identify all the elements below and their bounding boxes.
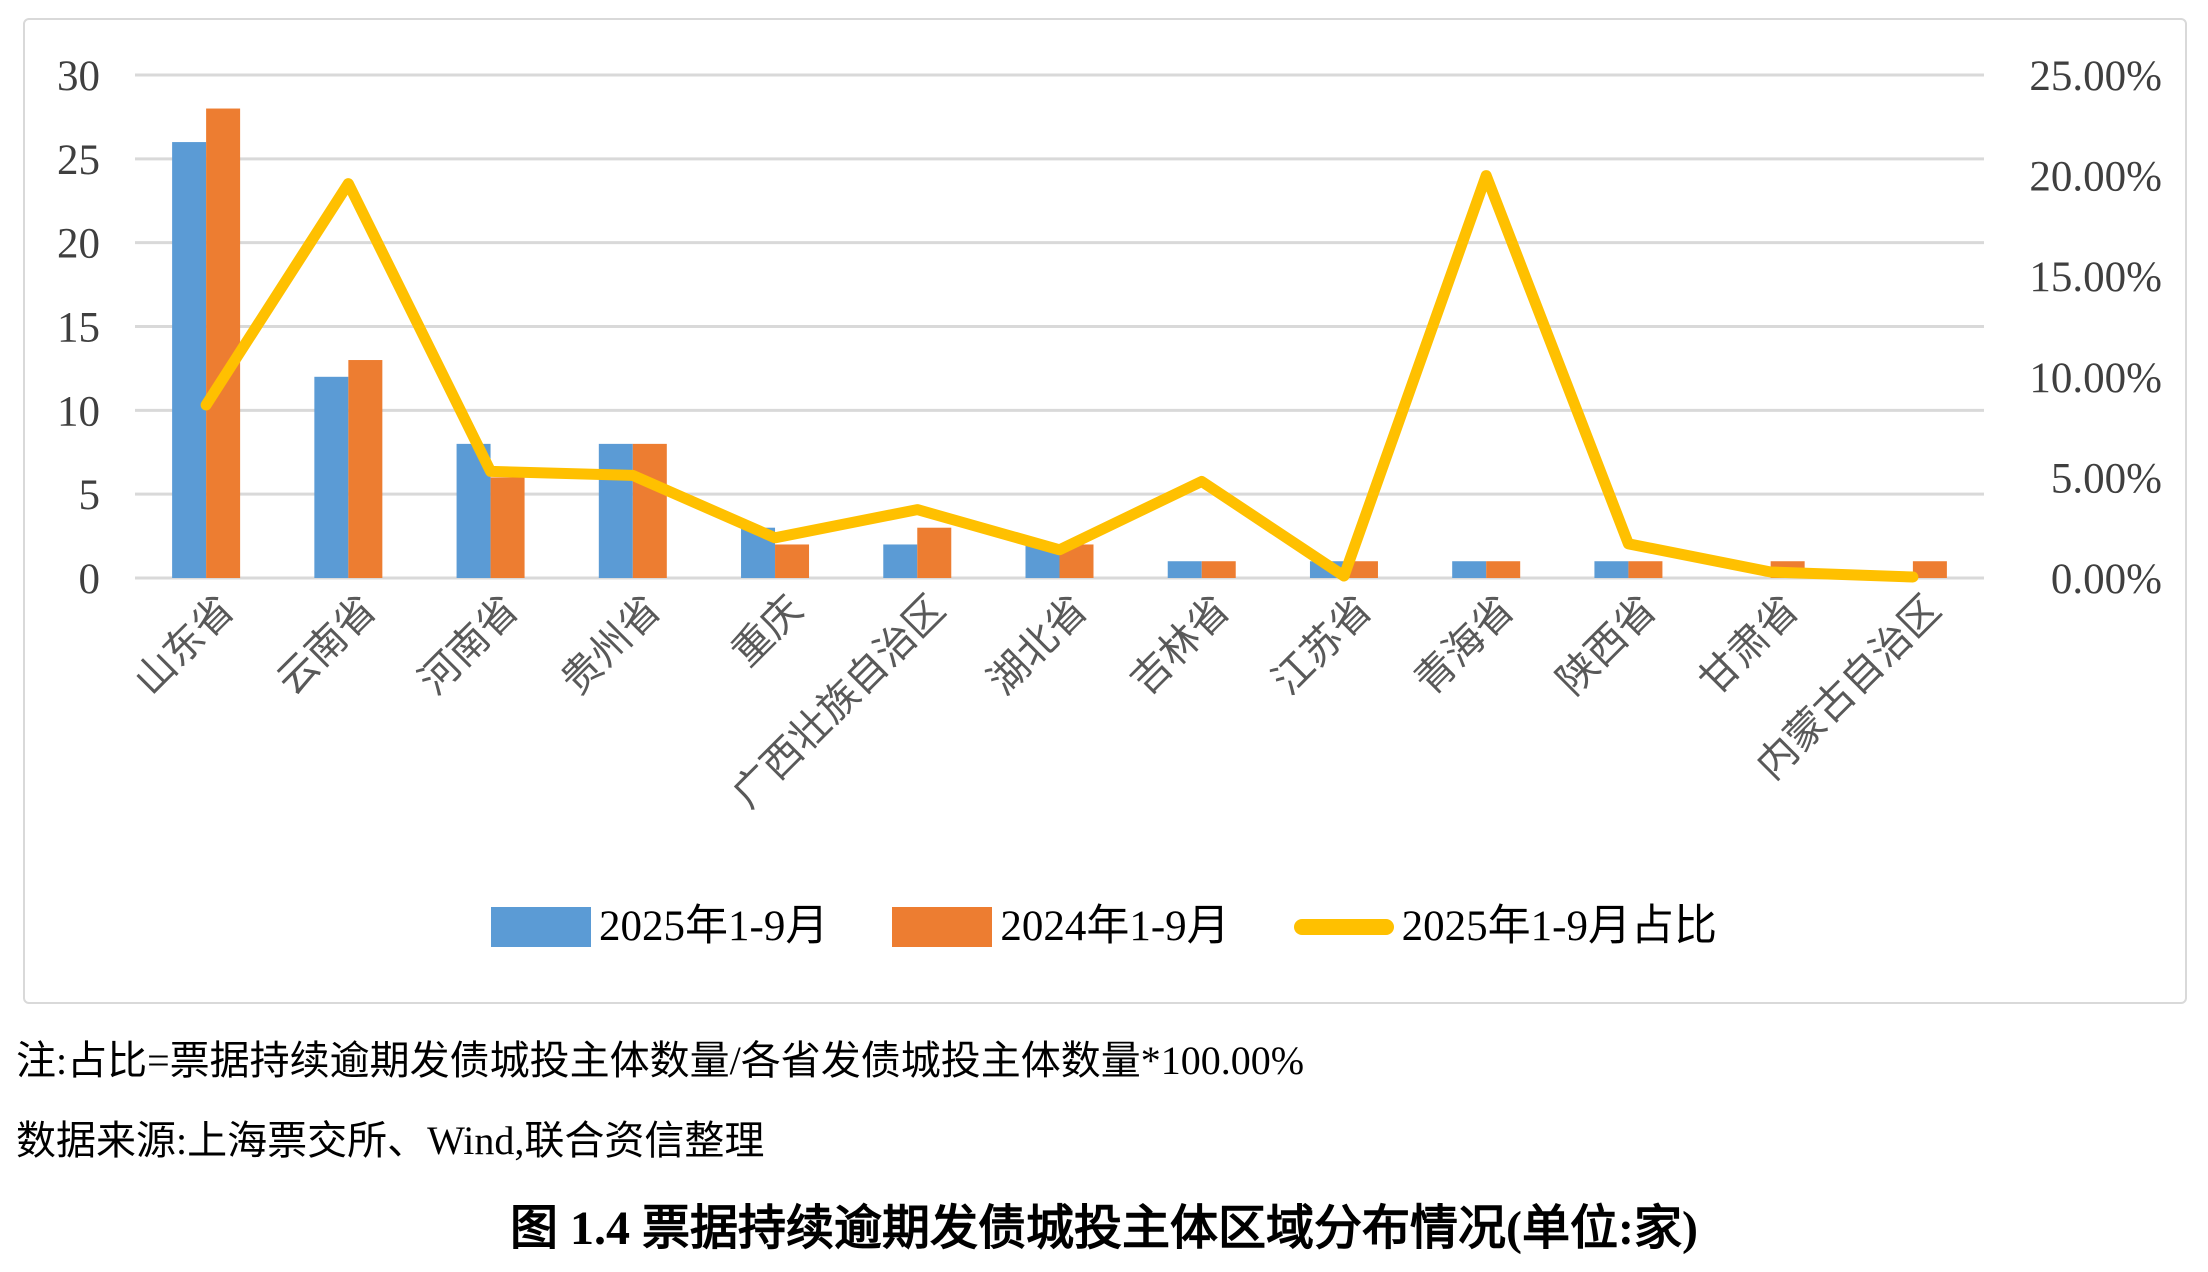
x-axis-label: 贵州省 [552, 587, 669, 704]
bar [314, 376, 349, 578]
legend-label-2025: 2025年1-9月 [599, 903, 829, 950]
left-axis-tick: 0 [79, 556, 101, 603]
legend-swatch-2024-bar [892, 906, 993, 947]
right-axis-labels: 0.00% 5.00% 10.00% 15.00% 20.00% 25.00% [2029, 53, 2162, 603]
chart-frame [23, 18, 2187, 1004]
x-axis-label: 青海省 [1406, 587, 1523, 704]
x-axis-label: 陕西省 [1548, 587, 1665, 704]
legend-label-ratio: 2025年1-9月占比 [1401, 903, 1717, 950]
x-axis-label: 云南省 [268, 587, 385, 704]
bar-series-2025年1-9月 [172, 142, 1629, 579]
x-axis-label: 甘肃省 [1690, 587, 1807, 704]
legend-swatch-2025-bar [491, 906, 591, 947]
bar [1201, 561, 1236, 578]
x-axis-label: 山东省 [126, 587, 243, 704]
note-source: 数据来源:上海票交所、Wind,联合资信整理 [16, 1118, 765, 1163]
x-axis-label: 江苏省 [1264, 587, 1381, 704]
x-axis-label: 重庆 [723, 587, 811, 675]
left-axis-labels: 0 5 10 15 20 25 30 [57, 53, 100, 603]
bar [348, 360, 383, 578]
x-axis-label: 河南省 [410, 587, 527, 704]
left-axis-tick: 25 [57, 137, 100, 184]
legend-label-2024: 2024年1-9月 [1000, 903, 1230, 950]
bar [1167, 561, 1202, 578]
left-axis-tick: 10 [57, 388, 100, 435]
bar [1912, 561, 1947, 578]
right-axis-tick: 20.00% [2029, 154, 2162, 201]
left-axis-tick: 15 [57, 305, 100, 352]
right-axis-tick: 0.00% [2051, 556, 2162, 603]
left-axis-tick: 30 [57, 53, 100, 100]
bar [1628, 561, 1663, 578]
right-axis-tick: 25.00% [2029, 53, 2162, 100]
x-axis-label: 湖北省 [979, 587, 1096, 704]
gridlines [135, 73, 1984, 580]
right-axis-tick: 5.00% [2051, 455, 2162, 502]
chart-notes: 注:占比=票据持续逾期发债城投主体数量/各省发债城投主体数量*100.00% 数… [16, 1028, 2116, 1188]
chart-legend: 2025年1-9月 2024年1-9月 2025年1-9月占比 [0, 905, 2208, 948]
legend-swatch-ratio-line [1293, 918, 1394, 935]
bar [632, 443, 667, 578]
bar [172, 142, 207, 579]
ratio-line [200, 170, 1919, 583]
left-axis-tick: 20 [57, 221, 100, 268]
bar [883, 544, 918, 578]
bar [598, 443, 633, 578]
bar [1486, 561, 1521, 578]
legend-item-ratio: 2025年1-9月占比 [1293, 903, 1717, 950]
right-axis-tick: 15.00% [2029, 254, 2162, 301]
x-axis-label: 吉林省 [1121, 587, 1238, 704]
bar [490, 477, 525, 578]
legend-item-2025: 2025年1-9月 [491, 905, 828, 948]
bar [1452, 561, 1487, 578]
right-axis-tick: 10.00% [2029, 355, 2162, 402]
bar [1594, 561, 1629, 578]
bar [775, 544, 810, 578]
bar [917, 527, 952, 578]
left-axis-tick: 5 [79, 472, 101, 519]
legend-item-2024: 2024年1-9月 [892, 903, 1230, 950]
note-formula: 注:占比=票据持续逾期发债城投主体数量/各省发债城投主体数量*100.00% [16, 1038, 1305, 1083]
bar [206, 108, 241, 579]
figure-caption: 图 1.4 票据持续逾期发债城投主体区域分布情况(单位:家) [510, 1202, 1698, 1255]
